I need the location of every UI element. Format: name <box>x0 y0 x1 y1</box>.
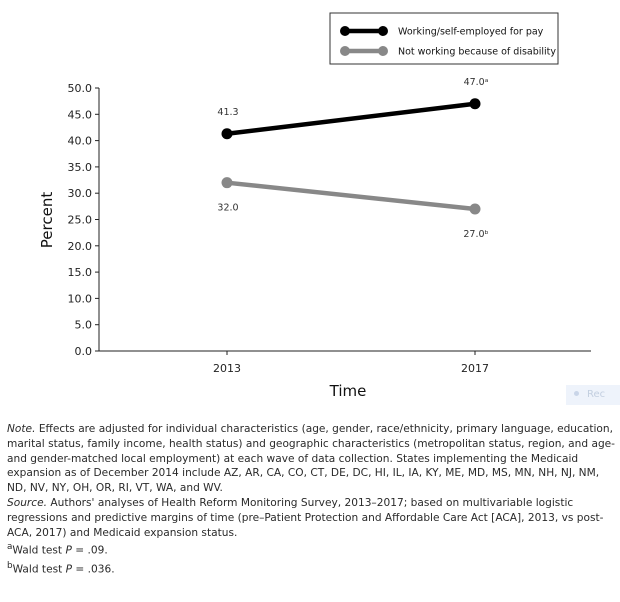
y-tick-label: 0.0 <box>75 345 93 358</box>
y-tick-label: 15.0 <box>68 266 93 279</box>
data-label: 47.0ᵃ <box>464 77 489 88</box>
x-axis-title: Time <box>329 382 367 400</box>
y-tick-label: 50.0 <box>68 82 93 95</box>
source-label: Source. <box>7 496 47 509</box>
data-point <box>221 177 233 189</box>
data-label: 32.0 <box>217 203 238 214</box>
source-text: Authors' analyses of Health Reform Monit… <box>7 496 604 539</box>
y-tick-label: 20.0 <box>68 240 93 253</box>
y-tick-label: 35.0 <box>68 161 93 174</box>
recording-overlay-text: Rec <box>587 389 606 400</box>
record-dot-icon <box>574 391 579 396</box>
note-paragraph: Note. Effects are adjusted for individua… <box>7 422 615 496</box>
legend-label: Working/self-employed for pay <box>398 27 544 38</box>
legend-label: Not working because of disability <box>398 47 556 58</box>
footnote-a-p: P <box>65 544 72 557</box>
chart-axes: 0.0 5.0 10.0 15.0 20.0 25.0 30.0 35.0 40.0 45.0 50… <box>38 82 591 400</box>
y-tick-label: 30.0 <box>68 187 93 200</box>
footnote-a-prefix: Wald test <box>12 544 66 557</box>
data-point <box>469 203 481 215</box>
source-paragraph: Source. Authors' analyses of Health Refo… <box>7 496 615 540</box>
note-label: Note. <box>7 423 36 435</box>
y-tick-label: 40.0 <box>68 135 93 148</box>
legend-swatch-point <box>378 46 388 56</box>
x-tick-label: 2013 <box>213 362 241 375</box>
y-axis-title: Percent <box>38 192 56 249</box>
recording-overlay-chip: Rec <box>566 385 620 405</box>
x-tick-label: 2017 <box>461 362 489 375</box>
y-tick-label: 5.0 <box>75 319 93 332</box>
legend-swatch-point <box>378 26 388 36</box>
note-text: Effects are adjusted for individual char… <box>7 423 616 495</box>
footnote-a-value: = .09. <box>71 544 108 557</box>
data-point <box>469 98 481 110</box>
figure-notes: Note. Effects are adjusted for individua… <box>7 422 615 577</box>
data-label: 41.3 <box>217 107 238 118</box>
footnote-a-mark: a <box>7 542 13 553</box>
chart-marks: 41.3 47.0ᵃ 32.0 27.0ᵇ <box>217 77 488 240</box>
y-tick-label: 25.0 <box>68 214 93 227</box>
legend-swatch-point <box>340 46 350 56</box>
footnote-b-p: P <box>65 563 73 576</box>
footnote-b-value: = .036. <box>72 563 115 576</box>
data-label: 27.0ᵇ <box>463 229 488 240</box>
footnote-b-mark: b <box>7 560 13 571</box>
series-line <box>224 101 478 137</box>
y-tick-label: 45.0 <box>68 108 93 121</box>
footnote-b-prefix: Wald test <box>12 563 66 576</box>
data-point <box>221 128 233 140</box>
legend: Working/self-employed for pay Not working… <box>329 12 559 65</box>
legend-box <box>329 12 559 65</box>
y-tick-label: 10.0 <box>68 292 93 305</box>
footnote-b: bWald test P = .036. <box>7 559 615 577</box>
footnote-a: aWald test P = .09. <box>7 540 615 558</box>
legend-swatch-point <box>340 26 350 36</box>
line-chart: Working/self-employed for pay Not working… <box>38 12 591 400</box>
series-line <box>224 180 478 212</box>
